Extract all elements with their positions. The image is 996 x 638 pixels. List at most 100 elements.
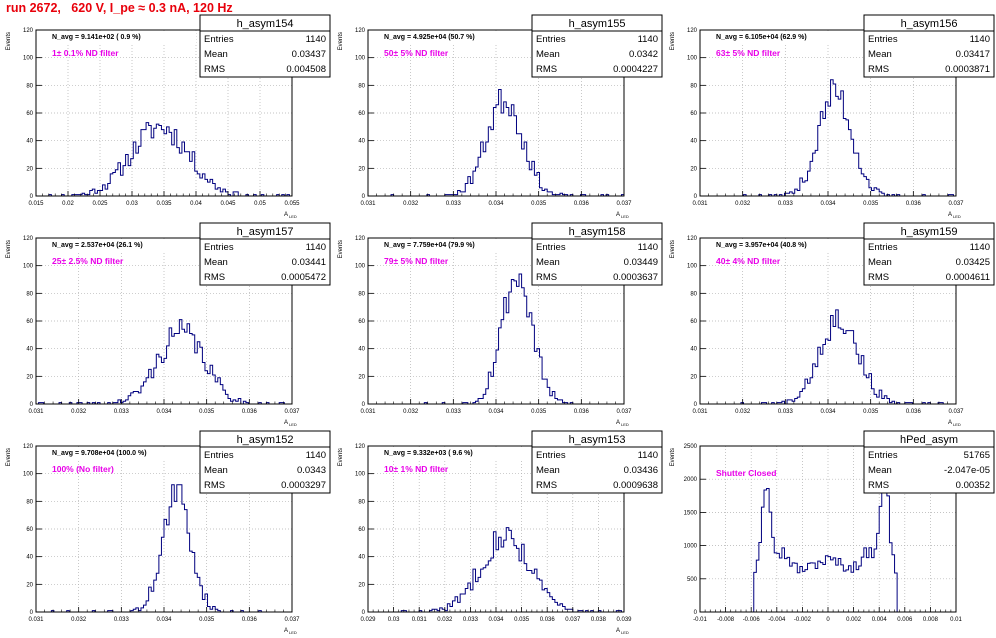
y-axis-title: Events: [670, 32, 676, 50]
x-axis-title: A: [948, 212, 952, 218]
y-tick-label: 100: [355, 56, 366, 62]
x-tick-label: 0.031: [28, 409, 44, 415]
x-axis-title: A: [948, 420, 952, 426]
x-tick-label: 0.031: [692, 409, 708, 415]
histogram-title: h_asym153: [569, 434, 626, 446]
histogram-panel: 0.031 0.032 0.033 0.034 0.035 0.036 0.037 0 20 40…: [6, 430, 331, 635]
n-avg-background: [38, 447, 196, 459]
x-axis-title: A: [284, 420, 288, 426]
y-tick-label: 120: [23, 444, 34, 450]
stats-box: [863, 222, 995, 286]
x-axis-title-subscript: LED: [289, 422, 297, 427]
histogram-title: h_asym152: [237, 434, 294, 446]
stats-rms-value: 0.0009638: [613, 480, 658, 491]
y-tick-label: 20: [358, 374, 365, 380]
x-tick-label: 0.031: [692, 201, 708, 207]
x-tick-label: 0.036: [574, 201, 590, 207]
stats-mean-value: 0.0342: [629, 49, 658, 60]
filter-label: 1± 0.1% ND filter: [52, 48, 119, 58]
n-avg-label: N_avg = 2.537e+04 (26.1 %): [52, 242, 143, 249]
y-tick-label: 80: [358, 291, 365, 297]
stats-entries-value: 51765: [964, 450, 990, 461]
histogram-series: [368, 273, 624, 405]
x-axis-title-subscript: LED: [621, 630, 629, 635]
n-avg-background: [370, 239, 528, 251]
x-tick-label: 0.008: [923, 617, 939, 623]
stats-box: [863, 430, 995, 494]
y-tick-label: 40: [358, 139, 365, 145]
y-tick-label: 80: [358, 499, 365, 505]
stats-box: [199, 430, 331, 494]
y-tick-label: 80: [26, 83, 33, 89]
y-tick-label: 60: [690, 111, 697, 117]
y-tick-label: 60: [26, 111, 33, 117]
x-tick-label: 0.035: [156, 201, 172, 207]
x-tick-label: 0.025: [92, 201, 108, 207]
histogram-title: h_asym156: [901, 18, 958, 30]
x-tick-label: 0.04: [190, 201, 202, 207]
n-avg-label: N_avg = 4.925e+04 (50.7 %): [384, 34, 475, 41]
histogram-title: h_asym157: [237, 226, 294, 238]
y-tick-label: 40: [358, 347, 365, 353]
y-axis-title: Events: [670, 240, 676, 258]
stats-rms-label: RMS: [868, 64, 889, 75]
x-tick-label: 0.031: [412, 617, 428, 623]
x-tick-label: 0.036: [540, 617, 556, 623]
stats-entries-value: 1140: [306, 34, 326, 45]
filter-label: 50± 5% ND filter: [384, 48, 449, 58]
x-tick-label: 0.032: [403, 409, 419, 415]
y-tick-label: 120: [23, 236, 34, 242]
y-tick-label: 20: [690, 374, 697, 380]
y-tick-label: 60: [26, 319, 33, 325]
x-tick-label: 0.034: [488, 409, 504, 415]
y-tick-label: 80: [690, 83, 697, 89]
stats-mean-label: Mean: [868, 49, 892, 60]
x-tick-label: 0.035: [514, 617, 530, 623]
x-tick-label: 0.034: [488, 617, 504, 623]
x-axis-title-subscript: LED: [621, 422, 629, 427]
y-tick-label: 0: [694, 194, 698, 200]
histogram-title: h_asym154: [237, 18, 294, 30]
histogram-panel: 0.015 0.02 0.025 0.03 0.035 0.04 0.045 0.05 0.05…: [6, 14, 331, 219]
histogram-panel: 0.031 0.032 0.033 0.034 0.035 0.036 0.037 0 20 40…: [338, 222, 663, 427]
histogram-panel: 0.031 0.032 0.033 0.034 0.035 0.036 0.037 0 20 40…: [670, 14, 995, 219]
y-tick-label: 120: [355, 28, 366, 34]
x-tick-label: 0.004: [872, 617, 888, 623]
stats-box: [199, 222, 331, 286]
x-axis-title-subscript: LED: [289, 630, 297, 635]
stats-rms-label: RMS: [536, 480, 557, 491]
x-tick-label: -0.002: [794, 617, 812, 623]
stats-mean-value: 0.03437: [292, 49, 326, 60]
stats-mean-label: Mean: [536, 49, 560, 60]
y-tick-label: 0: [30, 402, 34, 408]
x-tick-label: -0.006: [743, 617, 761, 623]
y-tick-label: 80: [26, 499, 33, 505]
y-tick-label: 0: [362, 194, 366, 200]
stats-mean-label: Mean: [536, 465, 560, 476]
n-avg-label: N_avg = 3.957e+04 (40.8 %): [716, 242, 807, 249]
stats-rms-label: RMS: [536, 64, 557, 75]
histogram-series: [700, 309, 956, 405]
stats-entries-label: Entries: [204, 242, 234, 253]
y-tick-label: 100: [23, 472, 34, 478]
x-tick-label: 0.035: [531, 409, 547, 415]
filter-label: Shutter Closed: [716, 468, 776, 478]
x-axis-title-subscript: LED: [621, 214, 629, 219]
x-axis-title-subscript: LED: [953, 214, 961, 219]
x-tick-label: 0.034: [820, 409, 836, 415]
stats-rms-label: RMS: [204, 272, 225, 283]
stats-rms-value: 0.0004611: [946, 272, 990, 283]
n-avg-background: [370, 31, 528, 43]
x-axis-title-subscript: LED: [953, 422, 961, 427]
x-tick-label: -0.008: [717, 617, 735, 623]
x-tick-label: 0.032: [735, 201, 751, 207]
x-tick-label: 0.034: [156, 409, 172, 415]
x-tick-label: 0.037: [565, 617, 581, 623]
stats-mean-label: Mean: [536, 257, 560, 268]
histogram-title: h_asym155: [569, 18, 626, 30]
filter-label: 25± 2.5% ND filter: [52, 256, 124, 266]
y-tick-label: 2500: [684, 444, 698, 450]
x-tick-label: 0.035: [199, 617, 215, 623]
y-tick-label: 20: [26, 166, 33, 172]
x-tick-label: 0.033: [778, 201, 794, 207]
